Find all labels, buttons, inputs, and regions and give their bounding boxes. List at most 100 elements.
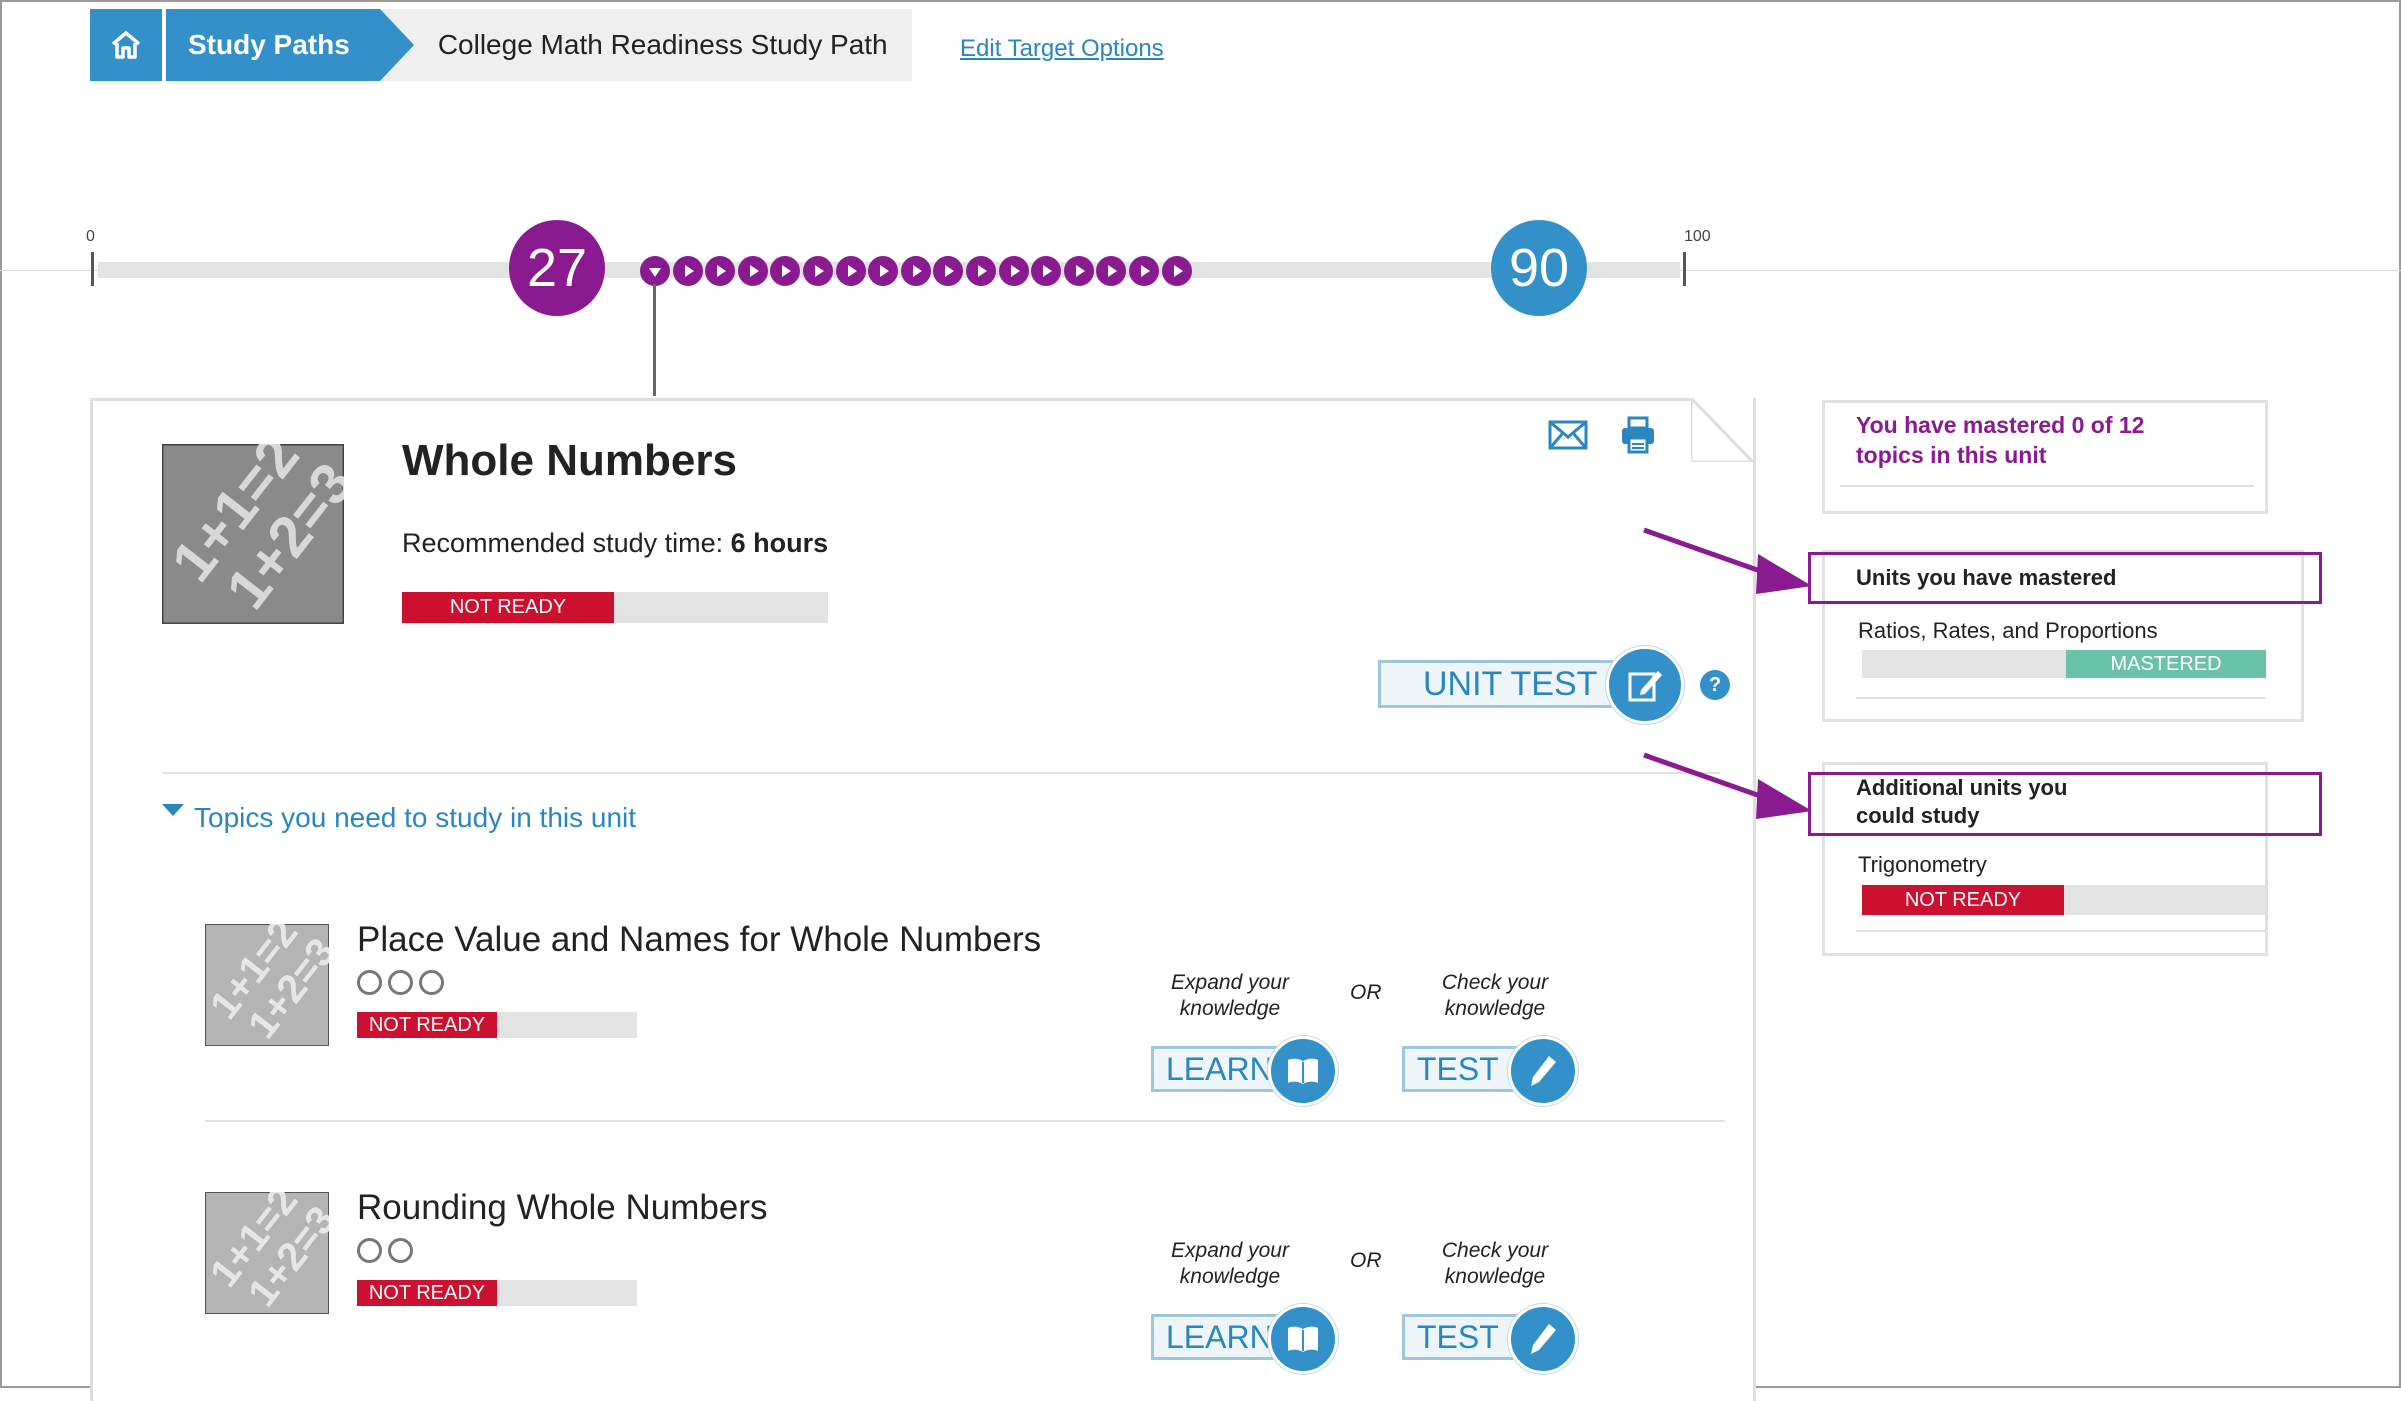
home-button[interactable] <box>90 9 162 81</box>
additional-unit-name[interactable]: Trigonometry <box>1858 852 1987 877</box>
mastered-unit-status-bar: MASTERED <box>1862 650 2266 678</box>
learn-hint: Expand your knowledge <box>1150 970 1310 1022</box>
step-dot[interactable] <box>1161 256 1192 286</box>
annotation-arrow <box>1643 527 1812 594</box>
target-score-badge: 90 <box>1491 220 1587 316</box>
topics-toggle[interactable]: Topics you need to study in this unit <box>162 802 636 834</box>
step-dot[interactable] <box>1129 256 1159 286</box>
mastered-count-text: You have mastered 0 of 12 topics in this… <box>1856 412 2145 468</box>
progress-circle <box>388 1238 413 1263</box>
test-hint-line-2: knowledge <box>1444 1265 1546 1288</box>
additional-heading-line-2: could study <box>1856 803 1980 828</box>
topic-progress-circles <box>357 1238 413 1263</box>
panel-divider <box>1840 485 2254 487</box>
topic-progress-circles <box>357 970 444 995</box>
test-hint: Check your knowledge <box>1415 1238 1575 1290</box>
step-dot[interactable] <box>705 256 736 286</box>
topic-status-bar: NOT READY <box>357 1012 637 1038</box>
test-hint: Check your knowledge <box>1415 970 1575 1022</box>
pencil-icon <box>1531 1056 1556 1086</box>
step-dot[interactable] <box>966 256 996 286</box>
panel-divider <box>1856 930 2266 932</box>
caret-down-icon <box>162 804 184 816</box>
topic-status-badge: NOT READY <box>357 1012 497 1038</box>
step-dot[interactable] <box>933 256 964 286</box>
book-icon <box>1288 1326 1318 1352</box>
unit-divider <box>162 772 1720 774</box>
step-dot[interactable] <box>868 256 899 286</box>
learn-button[interactable]: LEARN <box>1151 1314 1277 1360</box>
step-dot[interactable] <box>900 256 931 286</box>
score-min-label: 0 <box>86 228 95 245</box>
mastered-heading-highlight <box>1808 552 2322 604</box>
step-dot[interactable] <box>672 256 703 286</box>
test-button[interactable]: TEST <box>1402 1314 1518 1360</box>
unit-title: Whole Numbers <box>402 436 737 485</box>
unit-card <box>90 398 1756 1401</box>
test-button[interactable]: TEST <box>1402 1046 1518 1092</box>
mastered-unit-name[interactable]: Ratios, Rates, and Proportions <box>1858 618 2158 643</box>
progress-circle <box>419 970 444 995</box>
learn-icon-button[interactable] <box>1268 1304 1338 1374</box>
score-min-tick <box>91 252 94 286</box>
topic-thumbnail-image: 1+1=2 1+2=3 <box>205 924 329 1046</box>
topic-title: Place Value and Names for Whole Numbers <box>357 920 1042 959</box>
step-dot[interactable] <box>998 256 1029 286</box>
progress-circle <box>357 1238 382 1263</box>
step-dot[interactable] <box>1031 256 1062 286</box>
book-icon <box>1288 1058 1318 1084</box>
print-icon[interactable] <box>1620 416 1656 454</box>
edit-note-icon <box>1628 671 1662 702</box>
breadcrumb-current-path: College Math Readiness Study Path <box>379 9 912 81</box>
step-dot[interactable] <box>770 256 801 286</box>
mastered-unit-status-badge: MASTERED <box>2066 650 2266 678</box>
unit-thumbnail-image: 1+1=2 1+2=3 <box>162 444 344 624</box>
help-icon[interactable]: ? <box>1700 670 1730 700</box>
topic-status-badge: NOT READY <box>357 1280 497 1306</box>
step-dot[interactable] <box>803 256 833 286</box>
or-label: OR <box>1350 1249 1382 1272</box>
step-connector <box>653 284 656 396</box>
test-icon-button[interactable] <box>1508 1036 1578 1106</box>
mastered-count-panel <box>1822 400 2268 514</box>
current-score-badge: 27 <box>509 220 605 316</box>
test-hint-line-1: Check your <box>1441 1239 1549 1262</box>
topic-divider <box>205 1120 1725 1122</box>
additional-unit-status-bar: NOT READY <box>1862 885 2266 915</box>
test-hint-line-2: knowledge <box>1444 997 1546 1020</box>
current-step-dot[interactable] <box>640 256 670 286</box>
additional-units-panel <box>1822 762 2268 956</box>
additional-units-heading: Additional units you could study <box>1856 774 2067 830</box>
learn-hint-line-2: knowledge <box>1179 997 1281 1020</box>
breadcrumb-study-paths[interactable]: Study Paths <box>166 9 414 81</box>
progress-circle <box>388 970 413 995</box>
annotation-arrow <box>1643 752 1812 819</box>
step-dot[interactable] <box>737 256 768 286</box>
mastered-units-panel <box>1822 550 2304 722</box>
step-dot[interactable] <box>835 256 866 286</box>
learn-button[interactable]: LEARN <box>1151 1046 1277 1092</box>
unit-test-icon-button[interactable] <box>1606 646 1684 724</box>
learn-hint-line-2: knowledge <box>1179 1265 1281 1288</box>
breadcrumb: Study Paths College Math Readiness Study… <box>90 9 912 81</box>
page-fold <box>1691 398 1753 462</box>
learn-hint: Expand your knowledge <box>1150 1238 1310 1290</box>
score-max-tick <box>1683 252 1686 286</box>
progress-circle <box>357 970 382 995</box>
panel-divider <box>1856 697 2266 699</box>
step-dot[interactable] <box>1096 256 1127 286</box>
recommended-label: Recommended study time: <box>402 528 731 558</box>
unit-status-badge: NOT READY <box>402 592 614 623</box>
edit-target-options-link[interactable]: Edit Target Options <box>960 35 1164 62</box>
topic-title: Rounding Whole Numbers <box>357 1188 768 1227</box>
additional-unit-status-badge: NOT READY <box>1862 885 2064 915</box>
step-dot[interactable] <box>1063 256 1094 286</box>
additional-heading-line-1: Additional units you <box>1856 775 2068 800</box>
test-icon-button[interactable] <box>1508 1304 1578 1374</box>
email-icon[interactable] <box>1548 420 1588 450</box>
learn-icon-button[interactable] <box>1268 1036 1338 1106</box>
recommended-study-time: Recommended study time: 6 hours <box>402 528 828 559</box>
unit-status-bar: NOT READY <box>402 592 828 623</box>
learn-hint-line-1: Expand your <box>1171 971 1289 994</box>
test-hint-line-1: Check your <box>1441 971 1549 994</box>
